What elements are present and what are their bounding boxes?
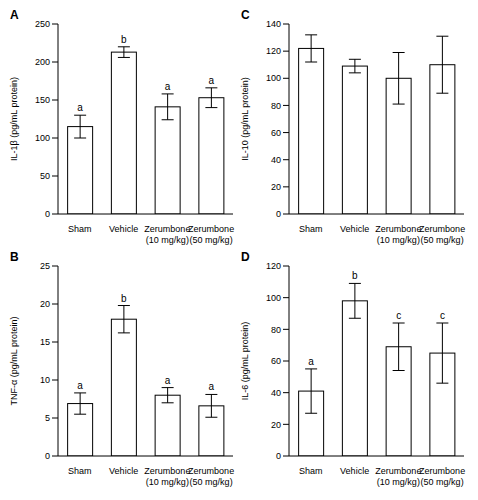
svg-text:c: c xyxy=(396,310,401,321)
svg-text:100: 100 xyxy=(35,133,50,143)
svg-text:60: 60 xyxy=(271,356,281,366)
svg-text:a: a xyxy=(209,75,215,86)
svg-text:0: 0 xyxy=(276,451,281,461)
svg-text:40: 40 xyxy=(271,155,281,165)
svg-text:250: 250 xyxy=(35,19,50,29)
html-text:A: A xyxy=(10,8,19,22)
svg-text:b: b xyxy=(121,293,127,304)
svg-text:a: a xyxy=(77,380,83,391)
svg-text:Zerumbone(50 mg/kg): Zerumbone(50 mg/kg) xyxy=(188,466,234,487)
svg-text:200: 200 xyxy=(35,57,50,67)
svg-text:b: b xyxy=(352,270,358,281)
svg-text:15: 15 xyxy=(40,337,50,347)
svg-text:0: 0 xyxy=(276,209,281,219)
svg-text:Zerumbone(10 mg/kg): Zerumbone(10 mg/kg) xyxy=(375,466,421,487)
svg-text:a: a xyxy=(165,375,171,386)
svg-text:40: 40 xyxy=(271,388,281,398)
svg-text:5: 5 xyxy=(45,413,50,423)
svg-text:Sham: Sham xyxy=(68,466,92,476)
svg-text:60: 60 xyxy=(271,128,281,138)
svg-text:a: a xyxy=(165,81,171,92)
svg-text:140: 140 xyxy=(266,19,281,29)
svg-text:Vehicle: Vehicle xyxy=(340,224,369,234)
html-text:D: D xyxy=(241,250,250,264)
svg-text:Zerumbone(50 mg/kg): Zerumbone(50 mg/kg) xyxy=(419,466,465,487)
svg-text:Sham: Sham xyxy=(299,466,323,476)
svg-text:Vehicle: Vehicle xyxy=(109,224,138,234)
svg-text:80: 80 xyxy=(271,101,281,111)
html-text:B: B xyxy=(10,250,19,264)
svg-text:a: a xyxy=(77,102,83,113)
svg-text:IL-10 (pg/mL protein): IL-10 (pg/mL protein) xyxy=(240,77,250,161)
svg-text:Vehicle: Vehicle xyxy=(109,466,138,476)
svg-text:Sham: Sham xyxy=(68,224,92,234)
svg-text:100: 100 xyxy=(266,293,281,303)
svg-text:Zerumbone(10 mg/kg): Zerumbone(10 mg/kg) xyxy=(144,466,190,487)
svg-text:20: 20 xyxy=(271,182,281,192)
svg-text:120: 120 xyxy=(266,261,281,271)
svg-text:a: a xyxy=(308,356,314,367)
html-text:C: C xyxy=(241,8,250,22)
svg-text:IL-6 (pg/mL protein): IL-6 (pg/mL protein) xyxy=(240,322,250,401)
svg-text:80: 80 xyxy=(271,325,281,335)
svg-text:Zerumbone(50 mg/kg): Zerumbone(50 mg/kg) xyxy=(419,224,465,245)
svg-text:0: 0 xyxy=(45,451,50,461)
svg-text:c: c xyxy=(440,310,445,321)
svg-text:TNF-α (pg/mL protein): TNF-α (pg/mL protein) xyxy=(9,317,19,406)
svg-text:25: 25 xyxy=(40,261,50,271)
svg-text:0: 0 xyxy=(45,209,50,219)
svg-text:Zerumbone(10 mg/kg): Zerumbone(10 mg/kg) xyxy=(375,224,421,245)
svg-text:100: 100 xyxy=(266,73,281,83)
svg-text:Zerumbone(10 mg/kg): Zerumbone(10 mg/kg) xyxy=(144,224,190,245)
svg-text:150: 150 xyxy=(35,95,50,105)
svg-text:20: 20 xyxy=(40,299,50,309)
svg-text:Vehicle: Vehicle xyxy=(340,466,369,476)
svg-text:10: 10 xyxy=(40,375,50,385)
svg-text:Sham: Sham xyxy=(299,224,323,234)
svg-text:b: b xyxy=(121,34,127,45)
svg-text:20: 20 xyxy=(271,420,281,430)
svg-text:120: 120 xyxy=(266,46,281,56)
svg-text:a: a xyxy=(209,381,215,392)
svg-text:IL-1β (pg/mL protein): IL-1β (pg/mL protein) xyxy=(9,77,19,161)
svg-text:Zerumbone(50 mg/kg): Zerumbone(50 mg/kg) xyxy=(188,224,234,245)
svg-text:50: 50 xyxy=(40,171,50,181)
